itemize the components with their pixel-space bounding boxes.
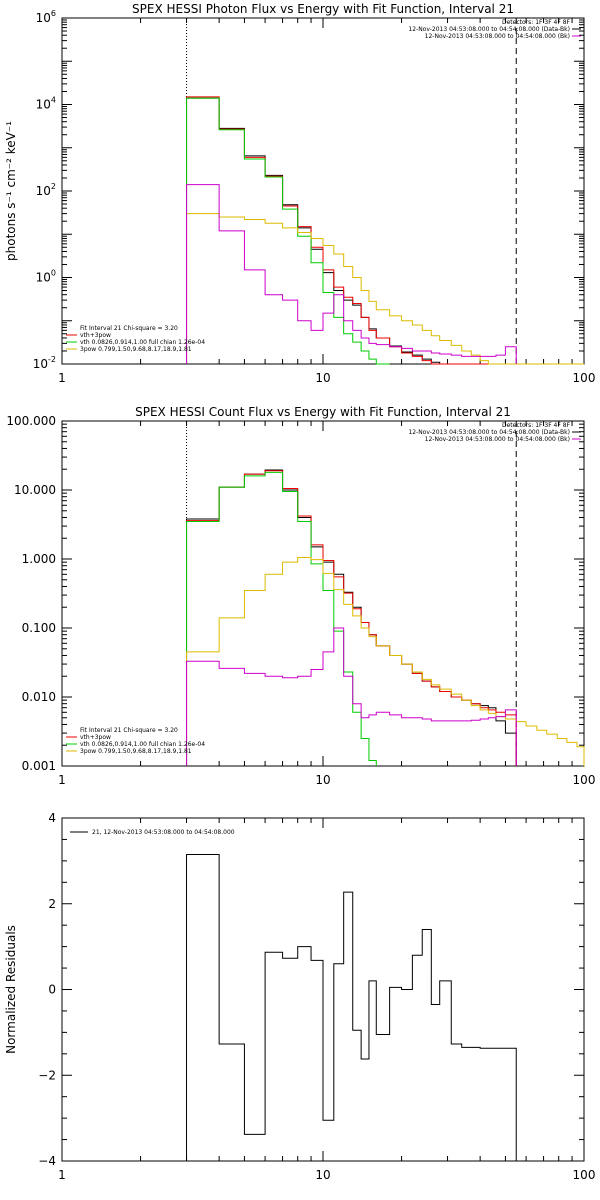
x-tick-label: 100 bbox=[573, 371, 596, 385]
plot-frame bbox=[61, 17, 585, 365]
panel-3: 1 10 100 −4 −2 0 2 4 Normalized Residuals 21, 12-… bbox=[4, 811, 595, 1182]
series-vth-3pow bbox=[186, 96, 517, 365]
series-3pow bbox=[186, 557, 585, 766]
y-axis-label: photons s⁻¹ cm⁻² keV⁻¹ bbox=[4, 121, 18, 261]
fit-line: vth+3pow bbox=[80, 332, 111, 339]
fit-line: 3pow 0.799,1.50,9.68,8.17,18.9,1.81 bbox=[80, 346, 192, 353]
x-tick-label: 1 bbox=[58, 371, 66, 385]
y-tick-label: 102 bbox=[36, 182, 56, 198]
y-tick-label: 0 bbox=[48, 983, 56, 997]
y-tick-label: 0.010 bbox=[22, 690, 56, 704]
fit-line: 3pow 0.799,1.50,9.68,8.17,18.9,1.81 bbox=[80, 748, 192, 755]
y-tick-label: 104 bbox=[36, 96, 56, 112]
y-tick-label: −4 bbox=[38, 1154, 56, 1168]
chart-title: SPEX HESSI Photon Flux vs Energy with Fi… bbox=[132, 2, 514, 16]
y-tick-label: 100.000 bbox=[6, 414, 56, 428]
x-tick-label: 10 bbox=[315, 371, 330, 385]
fit-line: vth+3pow bbox=[80, 734, 111, 741]
panel-1: 1 10 100 10-2 100 102 104 106 SPEX HESSI Photon … bbox=[4, 2, 595, 385]
fit-line: vth 0.0826,0.914,1.00 full chian 1.26e-0… bbox=[80, 339, 205, 346]
y-tick-label: −2 bbox=[38, 1068, 56, 1082]
series-21 bbox=[186, 853, 517, 1161]
x-tick-label: 10 bbox=[315, 773, 330, 787]
y-tick-label: 1.000 bbox=[22, 552, 56, 566]
y-tick-label: 2 bbox=[48, 897, 56, 911]
y-tick-label: 10-2 bbox=[33, 355, 56, 371]
series-bk bbox=[186, 627, 517, 766]
header-line: Detectors: 1F 3F 4F 8F bbox=[502, 422, 571, 429]
fit-line: Fit Interval 21 Chi-square = 3.20 bbox=[80, 727, 178, 734]
series-vth bbox=[186, 471, 377, 766]
y-tick-label: 0.001 bbox=[22, 759, 56, 773]
series-3pow bbox=[186, 213, 584, 365]
header-line: 12-Nov-2013 04:53:08.000 to 04:54:08.000… bbox=[425, 436, 570, 443]
series-bk bbox=[186, 184, 517, 364]
header-line: 12-Nov-2013 04:53:08.000 to 04:54:08.000… bbox=[408, 429, 570, 436]
panel-2: 1 10 100 0.001 0.010 0.100 1.000 10.000 100.000 S… bbox=[6, 405, 595, 787]
y-tick-label: 106 bbox=[36, 9, 56, 25]
x-tick-label: 1 bbox=[58, 773, 66, 787]
y-tick-label: 4 bbox=[48, 811, 56, 825]
header-line: 12-Nov-2013 04:53:08.000 to 04:54:08.000… bbox=[425, 33, 570, 40]
x-tick-label: 1 bbox=[58, 1168, 66, 1182]
header-line: Detectors: 1F 3F 4F 8F bbox=[502, 19, 571, 26]
legend-label: 21, 12-Nov-2013 04:53:08.000 to 04:54:08… bbox=[92, 829, 235, 836]
chart-title: SPEX HESSI Count Flux vs Energy with Fit… bbox=[135, 405, 511, 419]
fit-line: Fit Interval 21 Chi-square = 3.20 bbox=[80, 325, 178, 332]
y-axis-label: Normalized Residuals bbox=[4, 925, 18, 1054]
header-line: 12-Nov-2013 04:53:08.000 to 04:54:08.000… bbox=[408, 26, 570, 33]
x-tick-label: 100 bbox=[573, 1168, 596, 1182]
fit-line: vth 0.0826,0.914,1.00 full chian 1.26e-0… bbox=[80, 741, 205, 748]
x-tick-label: 100 bbox=[573, 773, 596, 787]
y-tick-label: 10.000 bbox=[14, 483, 56, 497]
x-tick-label: 10 bbox=[315, 1168, 330, 1182]
y-tick-label: 0.100 bbox=[22, 621, 56, 635]
y-tick-label: 100 bbox=[36, 269, 56, 285]
series-vth bbox=[186, 97, 390, 365]
